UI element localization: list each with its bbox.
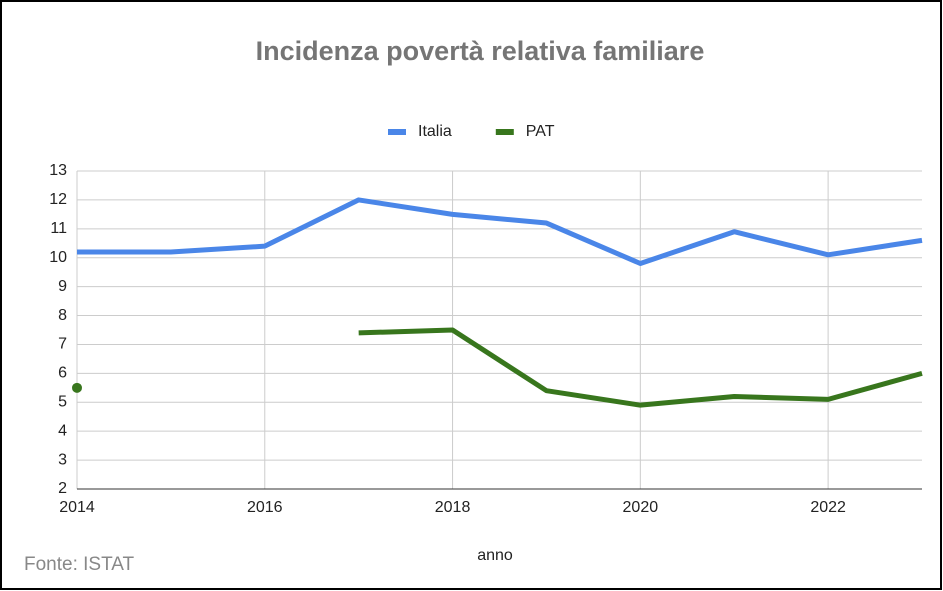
chart-title: Incidenza povertà relativa familiare [256,36,705,66]
y-tick-label: 4 [58,422,67,439]
x-tick-label: 2022 [810,499,846,516]
x-axis-label: anno [477,547,513,564]
data-point [72,382,82,393]
y-tick-label: 2 [58,480,67,497]
y-tick-label: 3 [58,451,67,468]
y-tick-label: 5 [58,393,67,410]
y-tick-label: 9 [58,278,67,295]
y-tick-label: 6 [58,365,67,382]
legend-label: Italia [418,123,452,140]
y-tick-label: 13 [49,162,67,179]
x-tick-label: 2018 [435,499,471,516]
x-tick-label: 2014 [59,499,95,516]
y-tick-label: 11 [50,220,67,237]
x-tick-label: 2016 [247,499,283,516]
y-tick-label: 10 [49,249,67,266]
source-note: Fonte: ISTAT [24,554,135,575]
x-tick-label: 2020 [623,499,659,516]
legend-label: PAT [526,123,555,140]
y-tick-label: 8 [58,307,67,324]
y-tick-label: 12 [49,191,67,208]
series-line [358,327,923,408]
y-tick-label: 7 [58,336,67,353]
series-line [77,197,923,267]
